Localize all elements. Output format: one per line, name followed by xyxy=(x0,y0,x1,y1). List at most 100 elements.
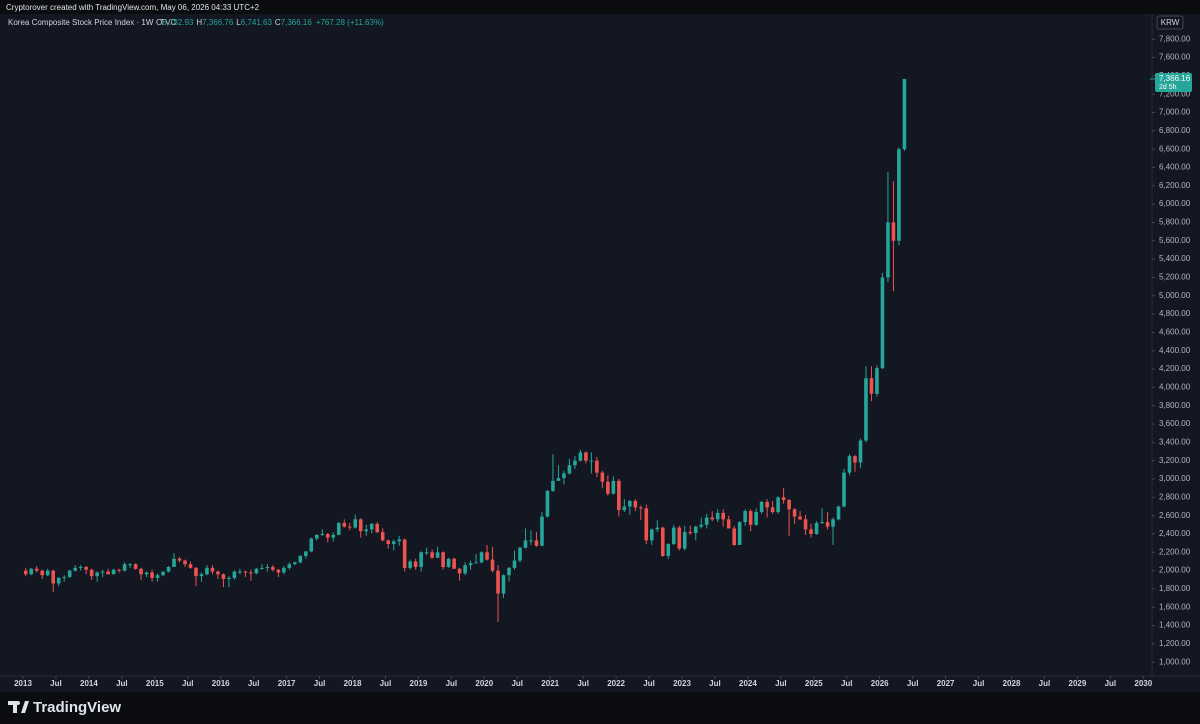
candle-body xyxy=(161,571,165,576)
y-tick-label: 3,000.00 xyxy=(1159,474,1191,483)
candle-body xyxy=(699,524,704,527)
candle-body xyxy=(336,522,341,535)
candle-body xyxy=(62,577,66,579)
x-tick-label: 2021 xyxy=(541,679,559,688)
candle-body xyxy=(639,507,643,509)
candle-body xyxy=(798,516,802,520)
y-tick-label: 3,800.00 xyxy=(1159,401,1191,410)
candle-body xyxy=(232,571,237,578)
candle-body xyxy=(710,517,715,520)
candle-body xyxy=(117,569,121,571)
y-tick-label: 2,400.00 xyxy=(1159,529,1191,538)
candle-body xyxy=(787,500,791,510)
candle-body xyxy=(45,570,50,576)
candle-body xyxy=(375,523,380,533)
candle-body xyxy=(776,497,780,512)
candle-body xyxy=(172,558,176,567)
candle-body xyxy=(479,552,484,563)
x-tick-label: Jul xyxy=(50,679,62,688)
x-tick-label: 2019 xyxy=(410,679,428,688)
candle-body xyxy=(644,508,649,541)
legend-item: +767.28 (+11.63%) xyxy=(316,18,384,27)
y-tick-label: 7,000.00 xyxy=(1159,108,1191,117)
candle-body xyxy=(139,568,143,575)
y-tick-label: 2,600.00 xyxy=(1159,511,1191,520)
candle-body xyxy=(402,539,407,568)
y-tick-label: 7,600.00 xyxy=(1159,53,1191,62)
candle-body xyxy=(496,570,500,594)
candle-body xyxy=(298,555,303,563)
credit: Cryptorover created with TradingView.com… xyxy=(6,3,260,12)
candle-body xyxy=(51,570,56,584)
y-tick-label: 2,800.00 xyxy=(1159,492,1191,501)
y-tick-label: 3,200.00 xyxy=(1159,456,1191,465)
candle-body xyxy=(754,511,758,525)
candle-body xyxy=(315,534,319,539)
x-tick-label: 2015 xyxy=(146,679,164,688)
currency: KRW xyxy=(1161,18,1180,27)
candle-body xyxy=(369,523,374,530)
candle-body xyxy=(765,501,769,508)
brand: TradingView xyxy=(33,699,121,716)
candle-body xyxy=(111,569,116,575)
logo-mark xyxy=(8,701,29,713)
y-tick-label: 1,600.00 xyxy=(1159,602,1191,611)
candle-body xyxy=(380,532,385,541)
x-tick-label: Jul xyxy=(841,679,853,688)
candle-body xyxy=(89,569,94,577)
legend-item: O xyxy=(156,18,162,27)
candle-body xyxy=(726,519,731,529)
y-tick-label: 3,600.00 xyxy=(1159,419,1191,428)
candle-body xyxy=(858,440,863,463)
candle-body xyxy=(704,517,709,525)
candle-body xyxy=(836,506,841,520)
candle-body xyxy=(573,460,577,466)
x-tick-label: 2013 xyxy=(14,679,32,688)
candle-body xyxy=(875,368,879,394)
candle-body xyxy=(424,552,429,554)
candle-body xyxy=(501,575,506,594)
x-tick-label: Jul xyxy=(511,679,523,688)
y-tick-label: 4,800.00 xyxy=(1159,309,1191,318)
x-tick-label: 2028 xyxy=(1003,679,1021,688)
y-tick-label: 5,800.00 xyxy=(1159,218,1191,227)
x-tick-label: Jul xyxy=(248,679,260,688)
x-tick-label: Jul xyxy=(907,679,919,688)
x-tick-label: 2022 xyxy=(607,679,625,688)
legend-item: 6,782.93 xyxy=(162,18,194,27)
candle-body xyxy=(320,533,325,535)
candle-body xyxy=(265,566,270,568)
candle-body xyxy=(78,566,83,568)
x-tick-label: Jul xyxy=(643,679,655,688)
y-tick-label: 1,000.00 xyxy=(1159,657,1191,666)
y-tick-label: 5,000.00 xyxy=(1159,291,1191,300)
candle-body xyxy=(693,526,698,534)
y-tick-label: 4,600.00 xyxy=(1159,328,1191,337)
candle-body xyxy=(364,529,369,532)
x-tick-label: Jul xyxy=(1039,679,1051,688)
candle-body xyxy=(243,571,248,573)
candle-body xyxy=(309,538,314,552)
candle-body xyxy=(611,480,616,494)
candle-body xyxy=(485,552,489,560)
y-tick-label: 6,600.00 xyxy=(1159,144,1191,153)
candle-body xyxy=(34,568,39,571)
x-tick-label: 2020 xyxy=(475,679,493,688)
candle-body xyxy=(688,532,693,534)
candle-body xyxy=(633,500,638,508)
candle-body xyxy=(67,570,72,578)
candle-body xyxy=(792,509,797,517)
candle-body xyxy=(825,522,830,527)
candle-body xyxy=(227,577,231,579)
x-tick-label: Jul xyxy=(446,679,458,688)
legend-item: C xyxy=(275,18,281,27)
candle-body xyxy=(518,547,522,561)
candle-body xyxy=(282,567,286,573)
y-tick-label: 4,200.00 xyxy=(1159,364,1191,373)
candle-body xyxy=(589,460,594,462)
candle-body xyxy=(902,78,907,150)
candle-body xyxy=(814,522,819,534)
candle-body xyxy=(56,577,61,584)
candle-body xyxy=(441,552,445,567)
